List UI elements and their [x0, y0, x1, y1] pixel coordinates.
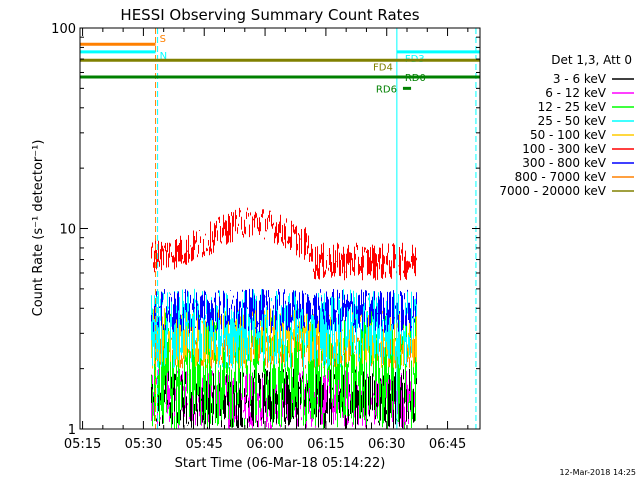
- series-100-300-kev: [151, 207, 417, 281]
- y-axis: 1 10 100: [51, 22, 480, 438]
- x-tick-label: 06:00: [246, 437, 283, 452]
- x-axis-label: Start Time (06-Mar-18 05:14:22): [175, 456, 386, 471]
- legend-label: 100 - 300 keV: [522, 142, 606, 156]
- legend-title: Det 1,3, Att 0: [551, 53, 632, 67]
- legend-label: 800 - 7000 keV: [515, 170, 607, 184]
- timestamp: 12-Mar-2018 14:25: [560, 468, 637, 477]
- legend-label: 3 - 6 keV: [553, 72, 607, 86]
- y-tick-label: 1: [68, 423, 76, 438]
- legend-label: 50 - 100 keV: [530, 128, 607, 142]
- series-300-800-kev: [151, 288, 417, 334]
- legend-label: 300 - 800 keV: [522, 156, 606, 170]
- series-trace: [151, 207, 417, 281]
- x-tick-label: 05:30: [125, 437, 162, 452]
- x-tick-label: 05:45: [185, 437, 222, 452]
- flag-label: S: [160, 34, 166, 45]
- flag-label: FD4: [373, 62, 393, 73]
- legend-label: 12 - 25 keV: [538, 100, 607, 114]
- flag-label: RD6: [376, 84, 397, 95]
- plot-area: SNFD3FD4RD0RD6: [79, 28, 480, 429]
- legend-label: 6 - 12 keV: [545, 86, 607, 100]
- x-tick-label: 06:30: [368, 437, 405, 452]
- x-tick-label: 06:45: [429, 437, 466, 452]
- x-axis: 05:15 05:30 05:45 06:00 06:15 06:30 06:45: [64, 28, 469, 452]
- series-trace: [151, 288, 417, 334]
- legend-label: 7000 - 20000 keV: [499, 184, 606, 198]
- x-tick-label: 06:15: [307, 437, 344, 452]
- chart-title: HESSI Observing Summary Count Rates: [120, 6, 419, 24]
- y-tick-label: 100: [51, 22, 76, 37]
- y-axis-label: Count Rate (s⁻¹ detector⁻¹): [31, 140, 46, 317]
- y-tick-label: 10: [59, 223, 76, 238]
- flag-label: RD0: [405, 73, 426, 84]
- flag-label: N: [160, 51, 167, 62]
- legend-label: 25 - 50 keV: [538, 114, 607, 128]
- x-tick-label: 05:15: [64, 437, 101, 452]
